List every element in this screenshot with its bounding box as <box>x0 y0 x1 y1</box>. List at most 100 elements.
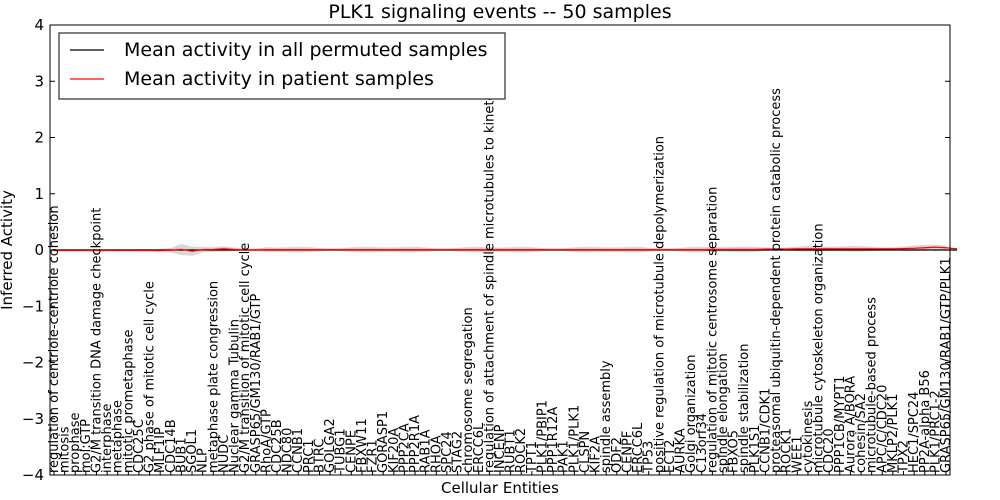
point-patient <box>435 249 437 251</box>
x-tick-label: CENPF <box>620 431 635 473</box>
point-patient <box>605 249 607 251</box>
y-tick-label: 2 <box>34 129 44 147</box>
x-tick-label: PRC1 <box>302 439 317 473</box>
point-patient <box>881 248 883 250</box>
x-tick-label: regulation of mitotic centrosome separat… <box>705 187 720 473</box>
point-patient <box>329 249 331 251</box>
x-tick-label: MKLP2/PLK1 <box>886 394 901 473</box>
x-tick-label: GOLGA2 <box>323 418 338 473</box>
x-tick-label: RAB1A <box>419 429 434 473</box>
y-tick-label: 0 <box>34 241 44 259</box>
legend[interactable]: Mean activity in all permuted samples Me… <box>58 32 506 100</box>
x-tick-label: FBXW11 <box>355 418 370 473</box>
point-patient <box>297 249 299 251</box>
x-tick-label: CCNB1 <box>291 428 306 473</box>
point-patient <box>817 248 820 250</box>
x-tick-label: Aurora A/BORA <box>843 376 858 473</box>
legend-box <box>58 32 506 100</box>
point-permuted <box>892 249 894 251</box>
point-patient <box>913 247 915 249</box>
x-tick-label: ODF2 <box>610 437 625 473</box>
x-tick-label: CDC20 <box>822 428 837 473</box>
y-tick-label: −4 <box>22 466 44 484</box>
point-patient <box>722 248 724 251</box>
x-tick-label: Nuclear gamma Tubulin <box>228 319 243 473</box>
point-patient <box>117 249 119 252</box>
point-permuted <box>796 249 798 251</box>
x-tick-label: ERCC6L <box>472 422 487 473</box>
x-tick-label: SPC24 <box>440 431 455 473</box>
x-tick-label: BUB1 <box>174 437 189 473</box>
point-patient <box>796 248 798 250</box>
x-tick-label: proteasomal ubiquitin-dependent protein … <box>769 88 784 473</box>
point-permuted <box>913 249 915 251</box>
x-tick-label: ECT2 <box>663 439 678 473</box>
point-patient <box>648 249 650 251</box>
x-tick-label: G2/M transition DNA damage checkpoint <box>89 208 104 473</box>
point-patient <box>658 249 660 251</box>
x-tick-label: NDC80 <box>281 428 296 473</box>
x-tick-label: BTRC <box>312 439 327 473</box>
point-permuted <box>828 249 830 251</box>
point-permuted <box>849 249 852 251</box>
x-tick-label: CDC14B <box>164 419 179 473</box>
point-patient <box>318 249 321 251</box>
point-patient <box>584 249 586 251</box>
x-tick-label: CLSPN <box>578 431 593 473</box>
y-tick-label: −3 <box>22 410 44 428</box>
point-patient <box>775 248 777 250</box>
x-tick-label: mol:GTP <box>79 419 94 473</box>
point-patient <box>425 249 427 251</box>
x-tick-label: spindle assembly <box>599 360 614 473</box>
point-patient <box>616 249 618 251</box>
point-patient <box>563 249 565 251</box>
point-patient <box>138 249 140 252</box>
point-patient <box>860 248 862 250</box>
x-tick-label: Golgi organization <box>684 355 699 473</box>
point-permuted <box>817 249 820 251</box>
x-tick-label: CCNB1/CDK1 <box>758 388 773 473</box>
series-line-patient <box>54 246 957 252</box>
point-patient <box>733 248 735 251</box>
point-permuted <box>934 249 936 251</box>
point-patient <box>446 249 448 251</box>
x-tick-label: cytokinesis <box>801 400 816 473</box>
point-patient <box>807 248 809 250</box>
point-patient <box>223 248 225 250</box>
point-patient <box>594 249 597 251</box>
y-axis-label: Inferred Activity <box>0 190 16 310</box>
x-tick-label: PLK1/PLK1 <box>567 405 582 473</box>
x-axis-label: Cellular Entities <box>441 479 559 497</box>
x-tick-label: WEE1 <box>790 435 805 473</box>
x-tick-label: INCENP <box>493 424 508 473</box>
point-patient <box>828 248 830 250</box>
x-tick-label: ROCK2 <box>514 428 529 473</box>
x-tick-label: TPT1 <box>525 441 540 474</box>
x-tick-label: MLF1IP <box>153 427 168 473</box>
x-tick-label: PPP2CA <box>397 423 412 473</box>
x-tick-label: GRASP65/GM130/RAB1/GTP <box>249 294 264 473</box>
point-patient <box>679 249 682 251</box>
x-tick-label: regulation of centriole-centriole cohesi… <box>47 205 62 473</box>
x-tick-label: KIF20A <box>387 428 402 473</box>
x-tick-label: spindle elongation <box>716 353 731 473</box>
x-tick-label: PPP1CB/MYPT1 <box>833 376 848 473</box>
point-patient <box>849 248 852 250</box>
point-patient <box>552 249 554 251</box>
x-tick-label: microtubule-based process <box>865 297 880 473</box>
x-tick-label: C13orf34 <box>695 413 710 473</box>
x-tick-label: HEC1/SPC24 <box>907 392 922 473</box>
x-tick-label: TUBG1 <box>334 429 349 475</box>
x-tick-label: prophase <box>68 413 83 474</box>
y-tick-label: 3 <box>34 72 44 90</box>
point-patient <box>902 247 905 250</box>
point-patient <box>244 249 246 251</box>
point-patient <box>499 249 501 251</box>
point-patient <box>743 248 745 251</box>
point-patient <box>106 249 108 252</box>
point-patient <box>74 249 76 252</box>
point-patient <box>871 248 873 250</box>
x-tick-label: CDC25C <box>132 419 147 473</box>
x-tick-label: chromosome segregation <box>461 307 476 473</box>
point-patient <box>701 249 703 251</box>
